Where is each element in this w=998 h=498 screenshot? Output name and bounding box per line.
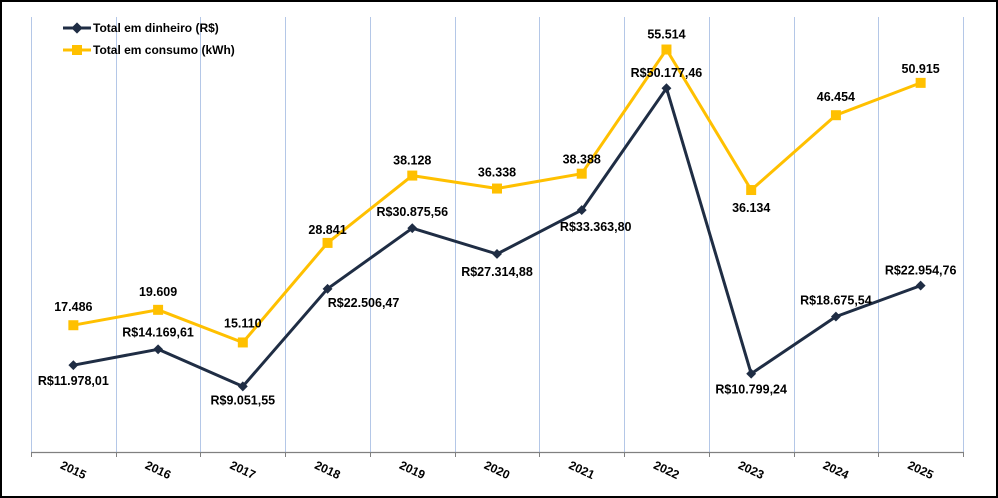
x-tick-label: 2015 [58, 458, 88, 482]
data-point-diamond [830, 311, 841, 322]
data-label: 19.609 [139, 285, 177, 299]
x-tick-label: 2025 [906, 458, 936, 482]
data-point-diamond [746, 368, 757, 379]
data-labels: R$11.978,01 R$14.169,61 R$9.051,55 R$22.506… [38, 28, 957, 408]
data-label: 38.388 [563, 153, 601, 167]
data-label: R$22.506,47 [328, 296, 400, 310]
series-group [68, 44, 926, 392]
x-tick-label: 2019 [397, 458, 427, 482]
x-tick-label: 2017 [228, 458, 258, 482]
data-point-square [915, 77, 926, 88]
x-tick-label: 2023 [736, 458, 766, 482]
legend-item-consumo: Total em consumo (kWh) [63, 43, 235, 57]
x-tick-label: 2016 [143, 458, 173, 482]
data-point-square [153, 304, 164, 315]
data-label: 50.915 [902, 62, 940, 76]
data-point-square [237, 337, 248, 348]
data-label: R$9.051,55 [210, 393, 275, 407]
data-label: R$14.169,61 [122, 325, 194, 339]
x-axis [31, 451, 964, 457]
data-point-square [746, 185, 757, 196]
data-label: R$50.177,46 [631, 66, 703, 80]
data-point-square [830, 110, 841, 121]
data-point-square [492, 183, 502, 194]
data-point-square [407, 170, 418, 181]
data-point-square [576, 168, 587, 179]
data-label: 55.514 [647, 28, 685, 42]
data-point-diamond [492, 249, 502, 259]
gridlines [31, 17, 964, 452]
data-point-diamond [576, 205, 587, 216]
data-label: R$27.314,88 [461, 265, 533, 279]
data-label: 36.134 [732, 201, 770, 215]
data-label: 17.486 [54, 300, 92, 314]
data-point-diamond [153, 344, 164, 355]
data-label: R$11.978,01 [38, 374, 109, 388]
data-label: 15.110 [224, 316, 262, 330]
data-label: 46.454 [817, 90, 855, 104]
data-label: R$10.799,24 [715, 383, 787, 397]
data-point-square [68, 320, 79, 331]
data-label: R$30.875,56 [376, 205, 448, 219]
data-label: R$33.363,80 [560, 220, 632, 234]
data-label: 36.338 [478, 166, 516, 180]
data-point-diamond [68, 360, 79, 371]
legend-label-dinheiro: Total em dinheiro (R$) [93, 21, 219, 35]
data-label: 28.841 [308, 223, 346, 237]
legend-label-consumo: Total em consumo (kWh) [93, 43, 235, 57]
x-tick-label: 2024 [821, 458, 851, 482]
legend-item-dinheiro: Total em dinheiro (R$) [63, 21, 219, 35]
data-point-diamond [322, 283, 333, 294]
data-point-square [322, 237, 333, 248]
data-point-diamond [237, 381, 248, 392]
data-point-diamond [407, 223, 418, 234]
data-label: R$18.675,54 [800, 294, 872, 308]
x-tick-label: 2018 [312, 458, 342, 482]
legend-marker-dinheiro [71, 22, 83, 34]
data-point-diamond [661, 83, 672, 94]
x-tick-labels: 2015 2016 2017 2018 2019 2020 2021 2022 2023 2024… [58, 458, 936, 482]
x-tick-label: 2020 [482, 458, 512, 482]
x-tick-label: 2022 [651, 458, 681, 482]
data-label: R$22.954,76 [885, 264, 957, 278]
legend: Total em dinheiro (R$) Total em consumo … [63, 21, 235, 57]
x-tick-label: 2021 [567, 458, 597, 482]
data-label: 38.128 [393, 154, 431, 168]
data-point-diamond [915, 280, 926, 291]
legend-marker-consumo [72, 45, 82, 55]
data-point-square [661, 44, 672, 55]
